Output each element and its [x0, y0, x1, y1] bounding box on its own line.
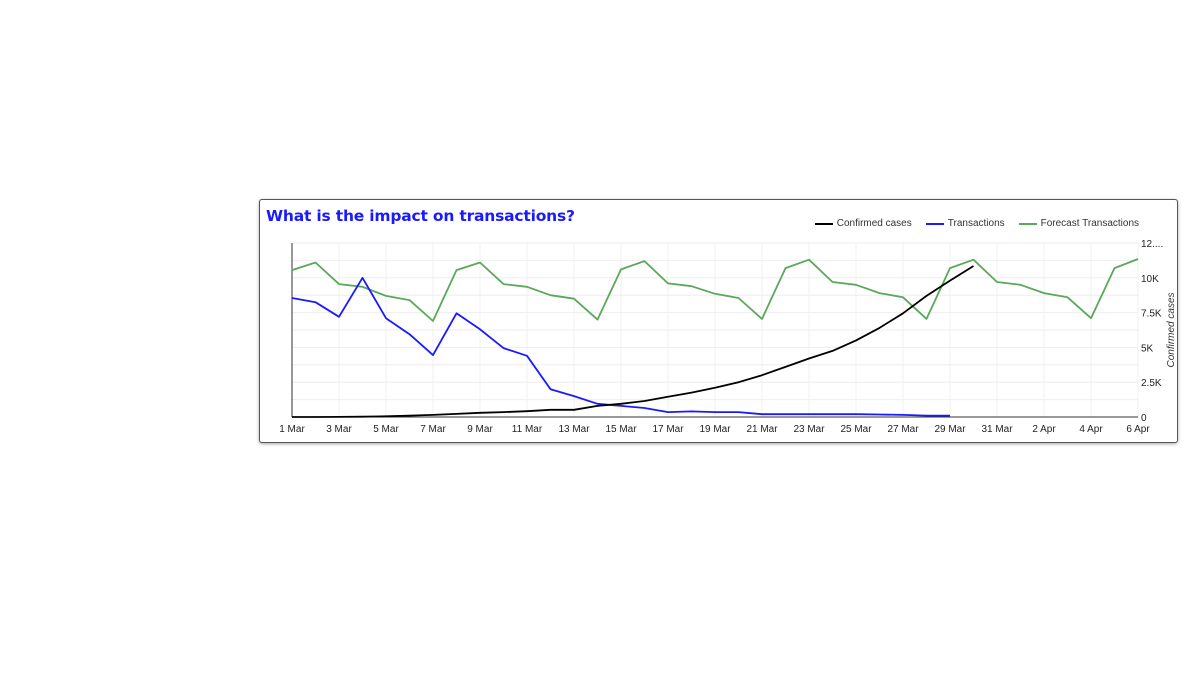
x-tick-label: 1 Mar: [279, 424, 305, 435]
x-tick-label: 5 Mar: [373, 424, 399, 435]
legend: Confirmed cases Transactions Forecast Tr…: [814, 218, 1139, 229]
y-tick-label: 0: [1141, 413, 1147, 424]
x-tick-label: 3 Mar: [326, 424, 352, 435]
x-tick-label: 13 Mar: [558, 424, 590, 435]
chart-card: What is the impact on transactions? Conf…: [259, 199, 1178, 443]
y-tick-label: 10K: [1141, 274, 1159, 285]
legend-item-forecast[interactable]: Forecast Transactions: [1018, 218, 1139, 229]
y-axis-title-right: Confirmed cases: [1166, 292, 1177, 367]
y-tick-label: 12....: [1141, 239, 1163, 250]
x-tick-label: 25 Mar: [840, 424, 872, 435]
chart-title: What is the impact on transactions?: [266, 207, 575, 225]
x-tick-label: 27 Mar: [887, 424, 919, 435]
legend-item-transactions[interactable]: Transactions: [925, 218, 1005, 229]
legend-label: Confirmed cases: [836, 218, 912, 229]
y-tick-label: 2.5K: [1141, 378, 1162, 389]
x-tick-label: 23 Mar: [793, 424, 825, 435]
x-tick-label: 2 Apr: [1032, 424, 1056, 435]
legend-swatch: [925, 222, 944, 225]
legend-label: Transactions: [947, 218, 1005, 229]
series-line-transactions: [291, 276, 950, 417]
x-tick-label: 9 Mar: [467, 424, 493, 435]
x-tick-label: 17 Mar: [652, 424, 684, 435]
x-tick-label: 11 Mar: [512, 424, 543, 435]
y-tick-label: 5K: [1141, 343, 1154, 354]
legend-swatch: [1018, 222, 1037, 225]
legend-swatch: [814, 222, 833, 225]
series-line-forecast-transactions: [291, 258, 1139, 322]
x-tick-label: 29 Mar: [934, 424, 966, 435]
x-tick-label: 4 Apr: [1079, 424, 1103, 435]
legend-label: Forecast Transactions: [1040, 218, 1139, 229]
x-tick-label: 15 Mar: [605, 424, 637, 435]
x-tick-label: 19 Mar: [699, 424, 731, 435]
x-tick-label: 6 Apr: [1126, 424, 1150, 435]
series-line-confirmed-cases: [292, 265, 974, 418]
x-tick-label: 7 Mar: [420, 424, 446, 435]
x-tick-label: 31 Mar: [981, 424, 1013, 435]
x-tick-label: 21 Mar: [746, 424, 778, 435]
y-tick-label: 7.5K: [1141, 309, 1162, 320]
legend-item-confirmed[interactable]: Confirmed cases: [814, 218, 912, 229]
